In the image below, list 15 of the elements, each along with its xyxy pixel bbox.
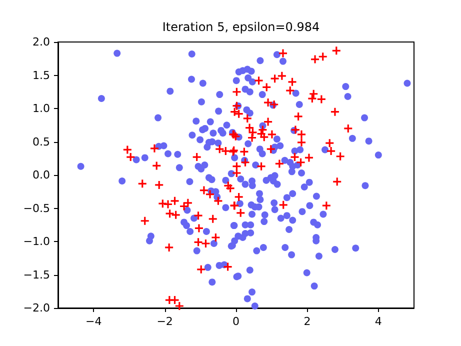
x-tick-label: 2 [304,315,311,328]
y-tick-label: −1.0 [23,235,50,248]
chart-title: Iteration 5, epsilon=0.984 [162,20,320,34]
y-tick-label: −1.5 [23,268,50,282]
x-tick-label: 0 [232,315,240,328]
y-tick-label: 1.5 [32,68,50,82]
x-tick-label: −2 [156,315,173,328]
y-tick-label: 0.5 [32,135,50,148]
y-tick-label: 0.0 [32,168,50,182]
y-tick-label: 1.0 [32,102,50,115]
y-tick-label: 2.0 [32,36,50,48]
y-tick-label: −2.0 [23,302,50,314]
y-tick-label: −0.5 [23,202,50,215]
x-tick-label: 4 [374,315,382,328]
x-tick-label: −4 [85,315,102,328]
